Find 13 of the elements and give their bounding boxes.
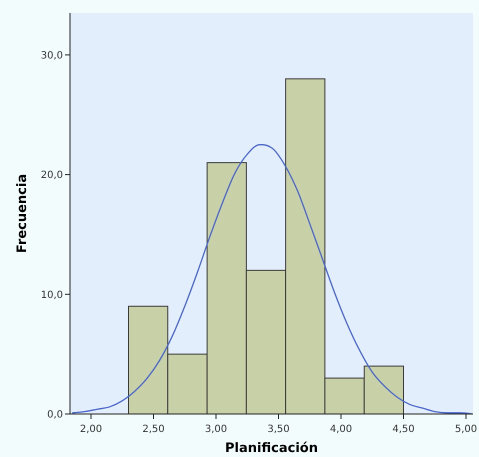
y-tick-label: 20,0 <box>40 170 63 182</box>
y-tick-label: 30,0 <box>40 50 63 62</box>
y-axis-title: Frecuencia <box>15 174 30 254</box>
x-tick-label: 2,00 <box>80 424 102 435</box>
x-tick-label: 3,00 <box>204 424 228 435</box>
x-tick-label: 3,50 <box>267 424 290 435</box>
x-tick-label: 2,50 <box>142 424 165 435</box>
y-tick-label: 0,0 <box>47 410 63 420</box>
x-tick-label: 4,00 <box>330 424 352 435</box>
x-tick-label: 4,50 <box>392 424 415 435</box>
x-axis-title: Planificación <box>225 441 318 456</box>
x-tick-label: 5,00 <box>454 424 478 435</box>
y-tick-label: 10,0 <box>40 290 63 301</box>
